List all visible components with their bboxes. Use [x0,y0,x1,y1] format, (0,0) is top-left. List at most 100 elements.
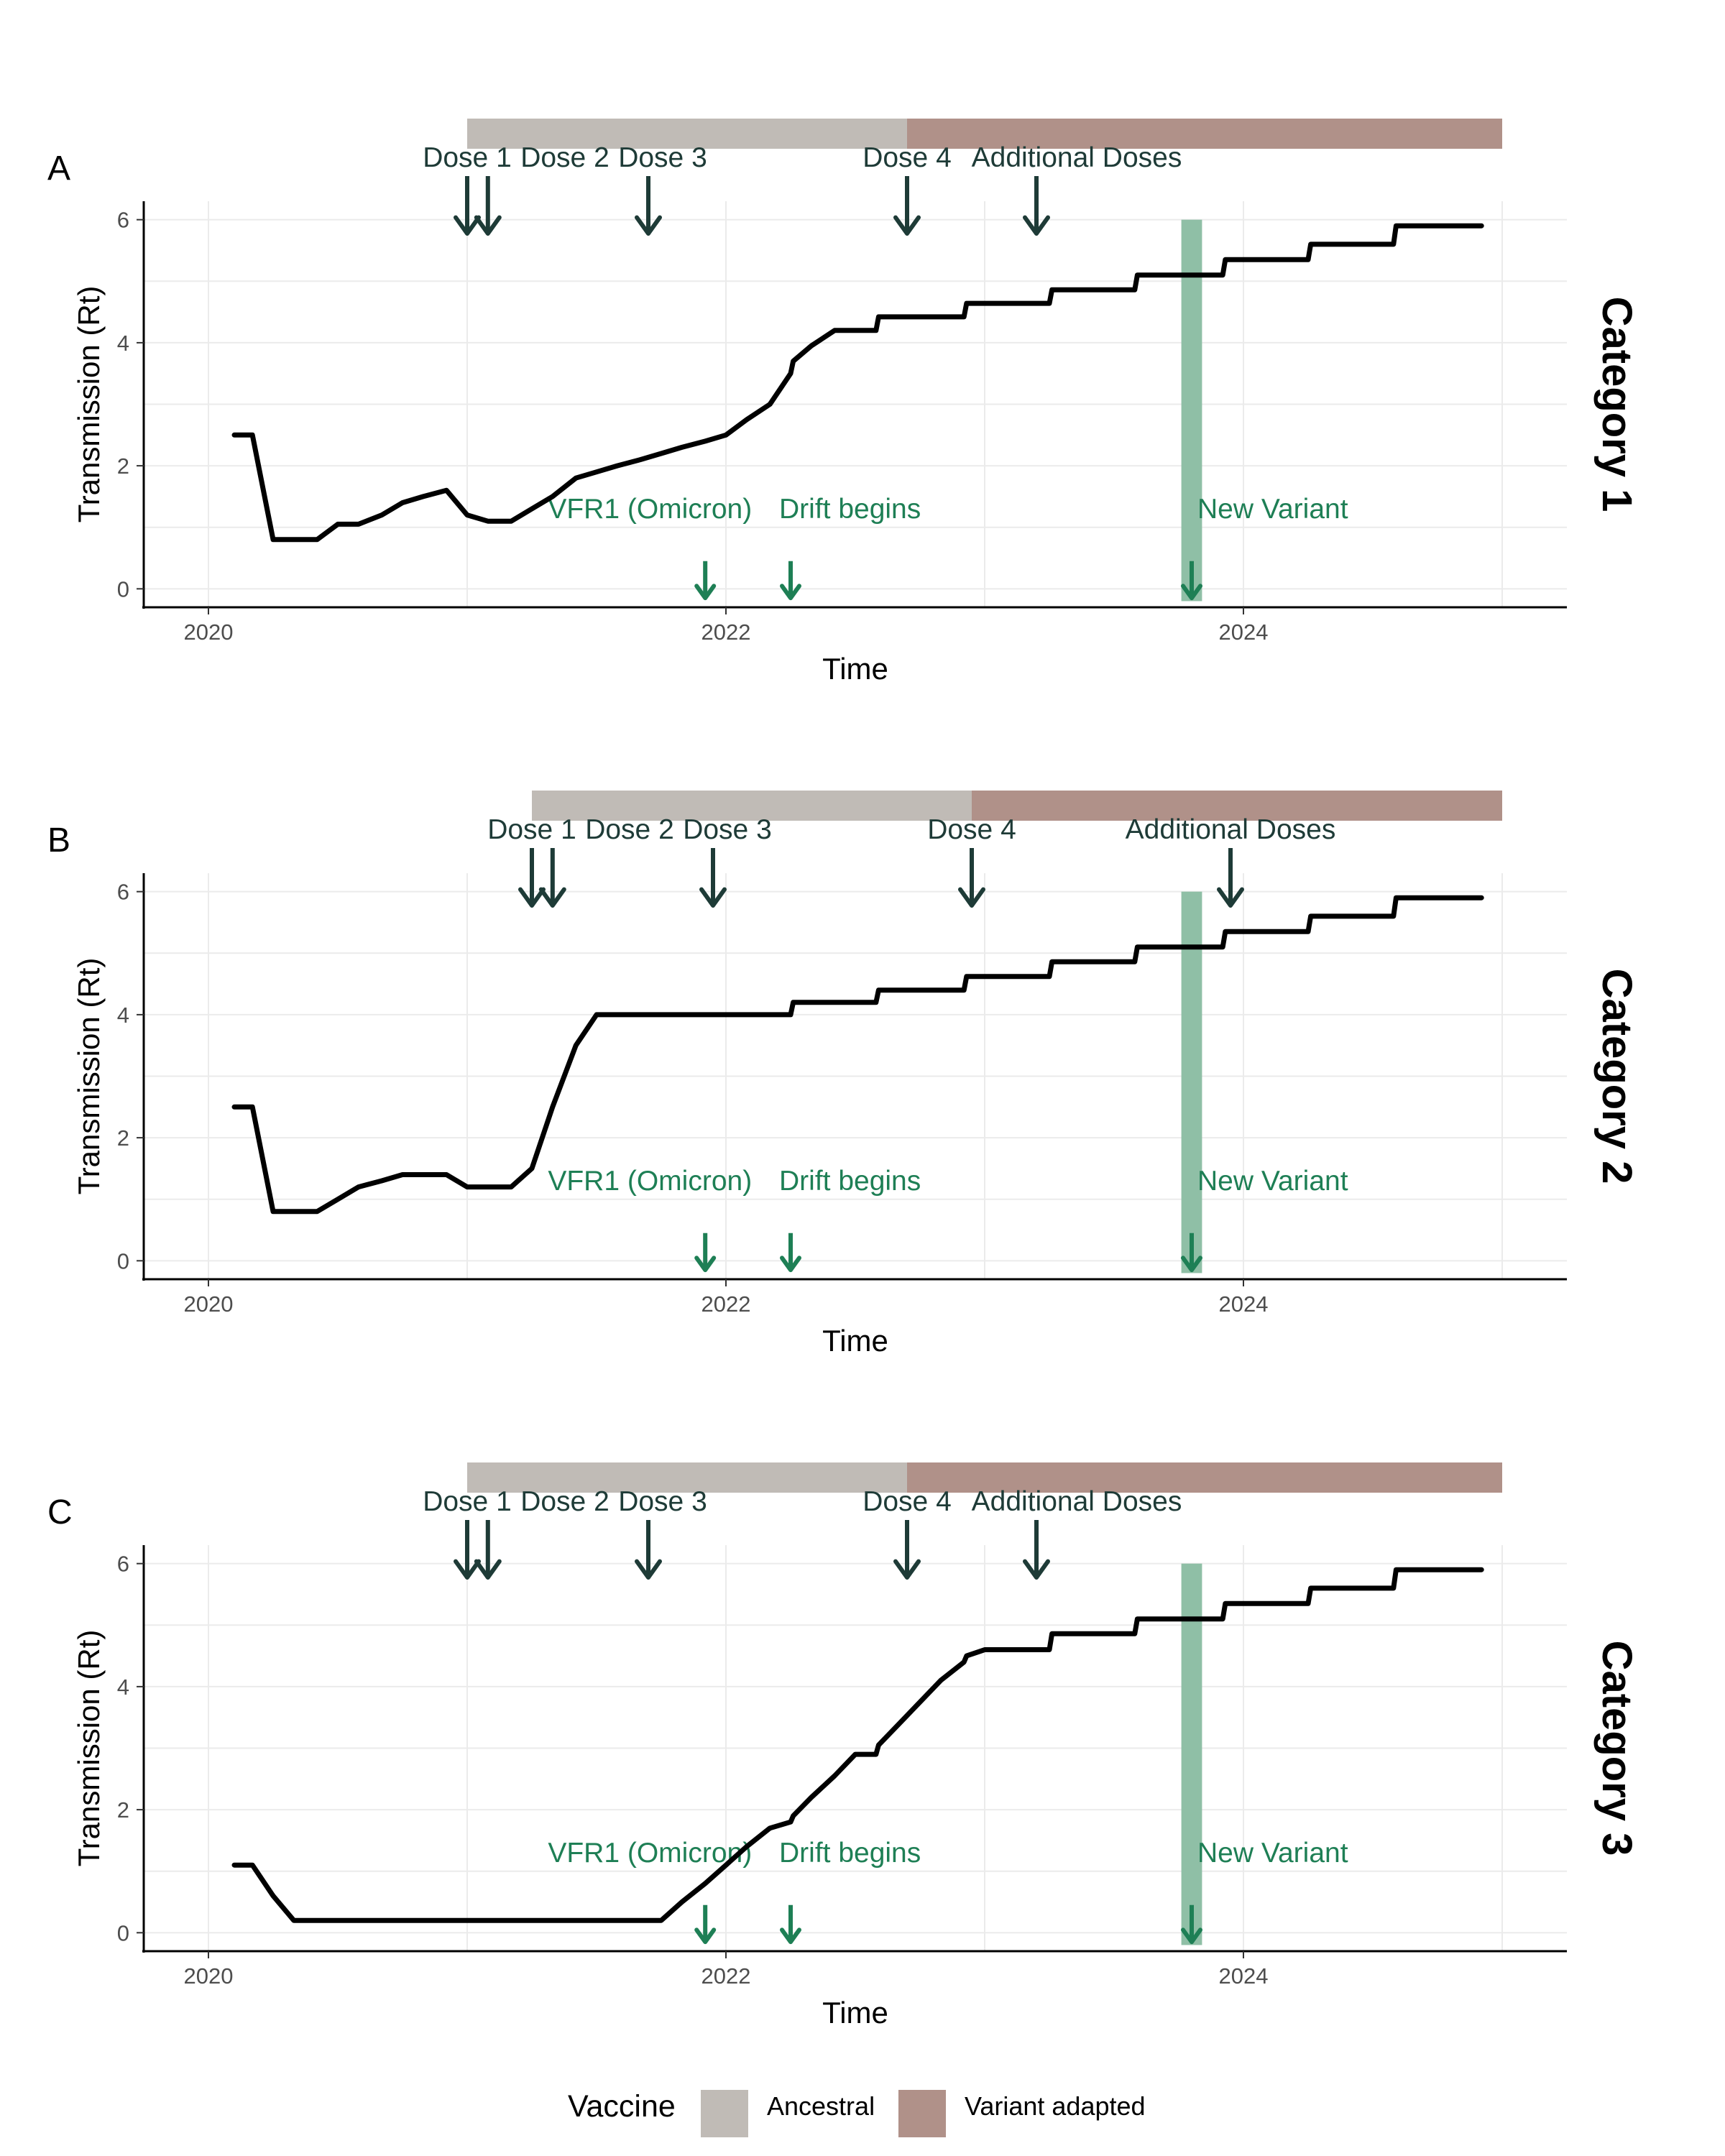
y-tick-label: 6 [117,1552,129,1577]
vaccine-bar-variant-adapted [972,791,1502,821]
dose-label-dose-4: Dose 4 [862,1486,952,1517]
legend-label-variant-adapted: Variant adapted [965,2091,1146,2121]
vaccine-bar-ancestral [532,791,972,821]
x-tick-label: 2020 [184,1291,234,1317]
event-arrow-vfr1-omicron [694,1233,717,1273]
dose-arrow-dose-1 [518,848,546,908]
dose-label-dose-4: Dose 4 [862,142,952,173]
legend: Vaccine Ancestral Variant adapted [568,2089,1146,2137]
vaccine-bar-variant-adapted [907,1462,1502,1493]
gridlines [144,1545,1567,1951]
x-tick-label: 2024 [1219,1291,1269,1317]
event-arrow-vfr1-omicron [694,561,717,601]
panel-c: Dose 1 Dose 2 Dose 3 Dose 4 Additional Doses… [47,1462,1640,2030]
y-tick-label: 6 [117,880,129,905]
dose-arrow-dose-4 [893,1520,921,1580]
dose-label-dose-1: Dose 1 [487,814,576,845]
legend-title: Vaccine [568,2089,676,2124]
new-variant-band [1181,219,1202,602]
y-tick-label: 0 [117,1248,129,1273]
event-label-vfr1-omicron: VFR1 (Omicron) [548,494,752,525]
arrow-head [694,584,717,601]
dose-label-dose-3: Dose 3 [618,142,707,173]
dose-arrow-dose-1 [454,1520,481,1580]
dose-arrow-dose-3 [635,1520,662,1580]
dose-label-dose-3: Dose 3 [683,814,772,845]
x-tick-label: 2022 [702,1963,751,1989]
event-arrow-new-variant [1181,1233,1202,1273]
event-label-drift-begins: Drift begins [779,1838,921,1869]
rt-line [231,223,1484,543]
dose-arrow-additional-doses [1023,1520,1050,1580]
arrow-head [780,584,801,601]
dose-label-additional-doses: Additional Doses [972,142,1182,173]
new-variant-band [1181,891,1202,1273]
arrow-head [958,887,985,908]
dose-label-dose-2: Dose 2 [520,142,610,173]
x-tick-label: 2024 [1219,619,1269,645]
dose-label-dose-2: Dose 2 [520,1486,610,1517]
dose-label-dose-4: Dose 4 [927,814,1016,845]
arrow-head [538,887,566,908]
arrow-head [893,1559,921,1580]
dose-label-dose-3: Dose 3 [618,1486,707,1517]
panel-a: Dose 1 Dose 2 Dose 3 Dose 4 Additional Doses… [47,119,1640,686]
gridlines [144,873,1567,1279]
dose-arrow-dose-2 [474,176,502,236]
rt-line [231,895,1484,1215]
arrow-head [699,887,727,908]
vaccine-bar-ancestral [467,119,907,149]
dose-arrow-dose-1 [454,176,481,236]
arrow-head [518,887,546,908]
dose-arrow-additional-doses [1023,176,1050,236]
dose-arrow-dose-3 [699,848,727,908]
event-arrow-drift-begins [780,1904,801,1945]
y-tick-label: 0 [117,576,129,602]
arrow-head [1181,584,1202,601]
arrow-head [780,1256,801,1273]
y-tick-label: 0 [117,1920,129,1945]
arrow-head [474,215,502,236]
arrow-head [1023,1559,1050,1580]
dose-label-additional-doses: Additional Doses [1126,814,1336,845]
panel-letter: A [47,149,70,188]
dose-arrow-dose-4 [958,848,985,908]
y-tick-label: 2 [117,1125,129,1151]
event-label-new-variant: New Variant [1197,1838,1348,1869]
event-arrow-drift-begins [780,561,801,601]
event-arrow-vfr1-omicron [694,1904,717,1945]
y-axis-title: Transmission (Rt) [72,286,106,523]
arrow-head [1181,1927,1202,1945]
x-tick-label: 2024 [1219,1963,1269,1989]
arrow-head [474,1559,502,1580]
facet-label: Category 1 [1593,297,1640,512]
y-tick-label: 6 [117,208,129,233]
y-tick-label: 4 [117,331,129,356]
panel-letter: C [47,1493,73,1531]
x-axis-title: Time [822,1996,888,2030]
x-axis-title: Time [822,652,888,686]
arrow-head [1023,215,1050,236]
y-tick-label: 2 [117,453,129,479]
arrow-head [1181,1256,1202,1273]
event-arrow-drift-begins [780,1233,801,1273]
arrow-head [454,215,481,236]
vaccine-bar-ancestral [467,1462,907,1493]
y-axis-title: Transmission (Rt) [72,958,106,1195]
x-tick-label: 2020 [184,1963,234,1989]
arrow-head [780,1927,801,1945]
dose-arrow-dose-4 [893,176,921,236]
event-label-new-variant: New Variant [1197,1166,1348,1197]
y-tick-label: 4 [117,1674,129,1700]
arrow-head [694,1927,717,1945]
arrow-head [635,215,662,236]
dose-label-dose-1: Dose 1 [423,142,512,173]
event-label-vfr1-omicron: VFR1 (Omicron) [548,1166,752,1197]
vaccine-bar-variant-adapted [907,119,1502,149]
legend-label-ancestral: Ancestral [767,2091,875,2121]
dose-arrow-additional-doses [1217,848,1244,908]
rt-line [231,1567,1484,1923]
dose-arrow-dose-2 [538,848,566,908]
x-tick-label: 2022 [702,1291,751,1317]
